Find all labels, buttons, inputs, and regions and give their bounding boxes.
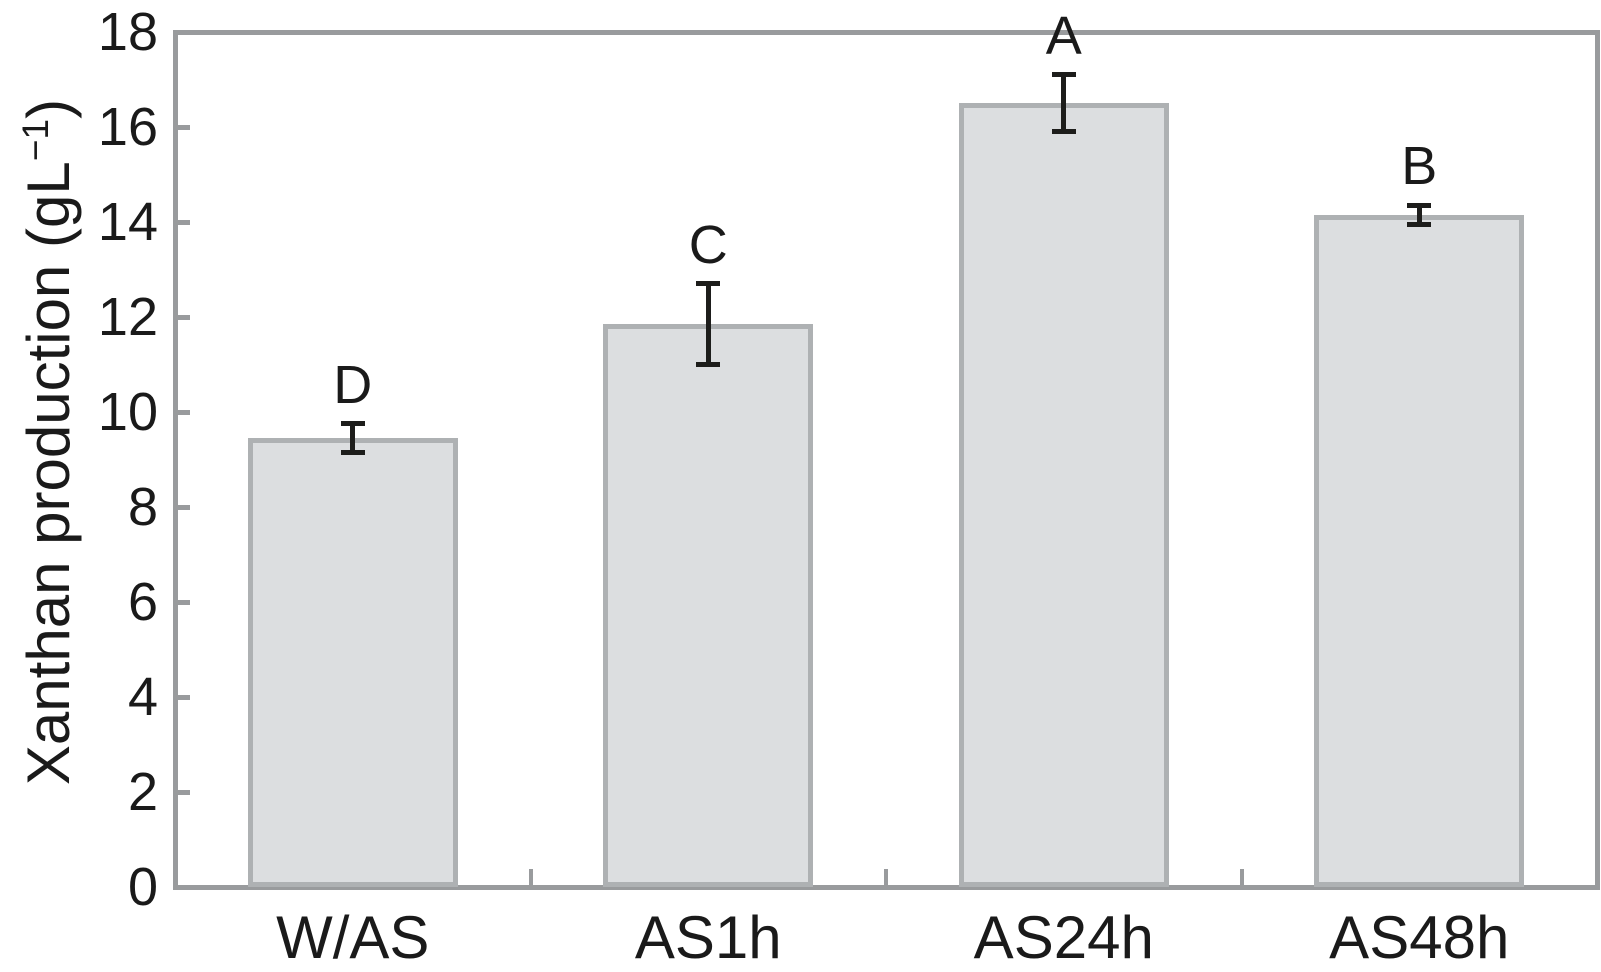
x-category-label: AS48h <box>1329 904 1510 971</box>
error-bar-line <box>1416 205 1422 225</box>
bar <box>603 324 814 887</box>
y-tick-mark <box>175 789 190 795</box>
x-category-label: AS1h <box>634 904 782 971</box>
bar <box>1314 214 1525 887</box>
significance-letter: A <box>1045 5 1082 66</box>
significance-letter: D <box>333 354 373 415</box>
bar <box>247 438 458 887</box>
y-tick-mark <box>175 504 190 510</box>
y-tick-mark <box>175 409 190 415</box>
error-bar-line <box>350 423 356 453</box>
error-bar-bottom-cap <box>696 362 721 367</box>
y-tick-label: 18 <box>97 2 158 62</box>
y-tick-mark <box>175 219 190 225</box>
significance-letter: C <box>688 214 728 275</box>
y-tick-label: 2 <box>127 762 158 822</box>
bar <box>958 103 1169 887</box>
y-tick-mark <box>175 694 190 700</box>
y-tick-label: 4 <box>127 667 158 727</box>
y-tick-label: 14 <box>97 192 158 252</box>
plot-frame <box>173 30 1600 890</box>
error-bar-line <box>1061 74 1067 132</box>
error-bar-bottom-cap <box>340 449 365 455</box>
x-tick-mark <box>528 869 533 887</box>
y-tick-mark <box>175 314 190 320</box>
x-tick-mark <box>884 869 888 887</box>
error-bar-line <box>705 283 711 365</box>
y-tick-mark <box>175 599 190 605</box>
y-tick-label: 12 <box>97 287 158 347</box>
y-tick-label: 6 <box>127 572 158 632</box>
error-bar-bottom-cap <box>1407 221 1432 227</box>
error-bar-top-cap <box>1407 202 1432 208</box>
error-bar-top-cap <box>340 421 365 427</box>
y-tick-label: 16 <box>97 97 158 157</box>
x-tick-mark <box>1239 869 1244 887</box>
y-tick-label: 8 <box>127 477 158 537</box>
x-category-label: AS24h <box>973 904 1154 971</box>
x-category-label: W/AS <box>276 904 430 971</box>
significance-letter: B <box>1401 136 1438 197</box>
y-tick-label: 0 <box>127 857 158 917</box>
y-tick-label: 10 <box>97 382 158 442</box>
error-bar-top-cap <box>1051 72 1076 78</box>
error-bar-top-cap <box>696 281 721 287</box>
error-bar-bottom-cap <box>1051 129 1076 135</box>
y-tick-mark <box>175 124 190 130</box>
